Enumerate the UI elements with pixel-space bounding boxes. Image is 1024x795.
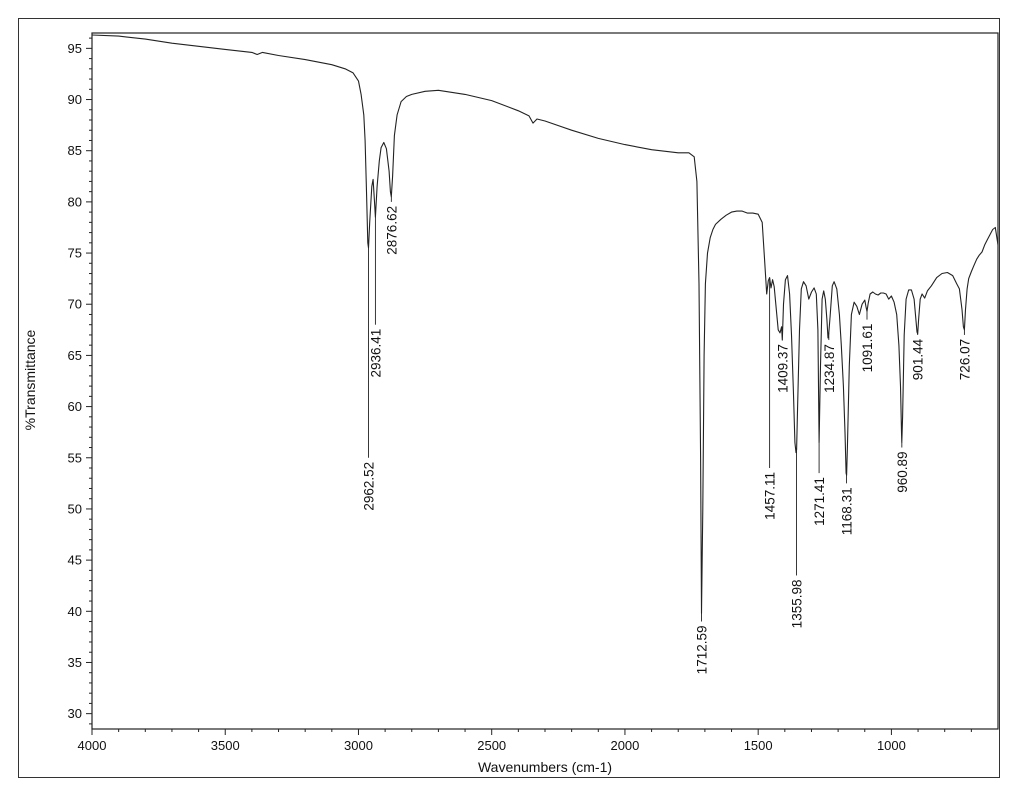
y-tick-label: 80 (68, 194, 82, 209)
spectrum-line (91, 34, 999, 614)
x-axis-ticks: 4000 3500 3000 2500 2000 1500 1000 (78, 729, 972, 753)
peak-label: 1091.61 (860, 324, 875, 373)
y-tick-label: 65 (68, 348, 82, 363)
y-tick-label: 55 (68, 450, 82, 465)
peak-labels: 2962.52 2936.41 2876.62 1712.59 1457.11 1409.… (362, 196, 972, 675)
peak-label: 2936.41 (368, 329, 383, 378)
peak-label: 1712.59 (695, 626, 710, 675)
x-tick-label: 4000 (78, 738, 107, 753)
peak-label: 2962.52 (362, 462, 377, 511)
peak-label: 2876.62 (384, 206, 399, 255)
y-tick-label: 75 (68, 246, 82, 261)
peak-label: 1271.41 (812, 477, 827, 526)
plot-area (91, 32, 999, 730)
peak-label: 1457.11 (763, 472, 778, 520)
y-tick-label: 30 (68, 706, 82, 721)
peak-label: 1355.98 (790, 580, 805, 629)
y-tick-label: 50 (68, 501, 82, 516)
x-tick-label: 3500 (211, 738, 240, 753)
y-tick-label: 60 (68, 399, 82, 414)
y-tick-label: 35 (68, 655, 82, 670)
y-tick-label: 85 (68, 143, 82, 158)
peak-label: 1234.87 (822, 344, 837, 393)
y-tick-label: 70 (68, 297, 82, 312)
y-axis-label: %Transmittance (22, 329, 38, 430)
y-tick-label: 45 (68, 553, 82, 568)
x-axis-label: Wavenumbers (cm-1) (478, 759, 612, 775)
x-tick-label: 2500 (477, 738, 506, 753)
y-tick-label: 90 (68, 92, 82, 107)
chart-frame (18, 18, 1000, 778)
peak-label: 1409.37 (775, 344, 790, 393)
x-tick-label: 1500 (744, 738, 773, 753)
peak-label: 1168.31 (840, 487, 855, 535)
x-tick-label: 3000 (344, 738, 373, 753)
x-tick-label: 1000 (877, 738, 906, 753)
y-tick-label: 40 (68, 604, 82, 619)
x-tick-label: 2000 (610, 738, 639, 753)
peak-label: 960.89 (895, 452, 910, 493)
peak-label: 726.07 (957, 339, 972, 380)
peak-label: 901.44 (911, 338, 926, 380)
y-axis-ticks: 30 35 40 45 50 55 60 65 70 75 80 85 90 95 (68, 37, 92, 725)
y-tick-label: 95 (68, 41, 82, 56)
